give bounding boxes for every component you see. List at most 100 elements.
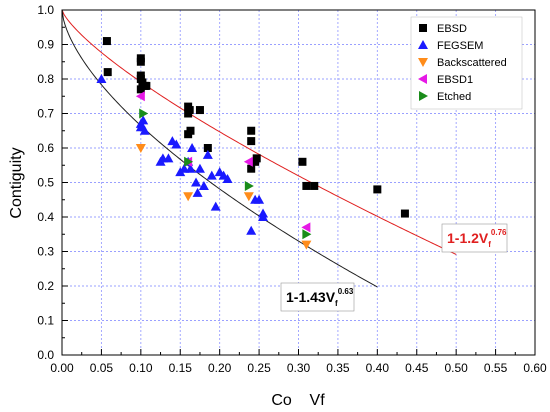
ebsd-point — [142, 81, 151, 90]
etched-point — [302, 229, 312, 240]
tick-labels: 0.00 0.05 0.10 0.15 0.20 0.25 0.30 0.35 0.40 0.45… — [37, 3, 547, 375]
etched-point — [139, 108, 149, 119]
fegsem-point — [163, 153, 174, 163]
ebsd-point — [310, 181, 319, 190]
x-tick-label: 0.00 — [50, 361, 74, 375]
backscattered-point — [243, 192, 254, 202]
fegsem-point — [138, 115, 149, 125]
y-tick-label: 0.3 — [37, 245, 54, 259]
legend-label-ebsd: EBSD — [437, 23, 467, 35]
backscattered-point — [301, 240, 312, 250]
fegsem-point — [192, 187, 203, 197]
x-axis-title: Co Vf — [271, 392, 325, 409]
x-tick-label: 0.20 — [208, 361, 232, 375]
fit-curve-labels: 1-1.2Vf0.761-1.43Vf0.63 — [280, 223, 508, 312]
y-tick-label: 0.0 — [37, 348, 54, 362]
ebsd-point — [195, 106, 204, 115]
x-tick-label: 0.50 — [444, 361, 468, 375]
y-tick-label: 0.5 — [37, 176, 54, 190]
legend-marker-ebsd — [419, 24, 427, 32]
backscattered-point — [135, 144, 146, 153]
fit-label-box — [441, 223, 508, 253]
x-tick-label: 0.25 — [247, 361, 271, 375]
legend-marker-backscattered — [418, 58, 428, 67]
ebsd-point — [136, 57, 145, 66]
fit-label-superscript: 0.76 — [491, 228, 507, 237]
fegsem-point — [198, 180, 209, 190]
ebsd-point — [102, 37, 111, 46]
fit-label: 1-1.2Vf0.76 — [447, 228, 507, 249]
y-tick-label: 1.0 — [37, 3, 54, 17]
y-tick-label: 0.7 — [37, 107, 54, 121]
fit-label-subscript: f — [488, 240, 491, 249]
y-tick-label: 0.2 — [37, 279, 54, 293]
fit-label-main: 1-1.2V — [447, 230, 489, 246]
data-points — [96, 37, 409, 250]
x-tick-label: 0.35 — [326, 361, 350, 375]
x-tick-label: 0.15 — [169, 361, 193, 375]
x-tick-label: 0.40 — [366, 361, 390, 375]
legend-label-backscattered: Backscattered — [437, 57, 507, 69]
ebsd-point — [400, 209, 409, 218]
x-tick-label: 0.10 — [129, 361, 153, 375]
y-tick-label: 0.1 — [37, 314, 54, 328]
fegsem-point — [222, 174, 233, 184]
fegsem-point — [185, 163, 196, 173]
fit-label-box — [280, 282, 355, 312]
legend-label-ebsd1: EBSD1 — [437, 74, 473, 86]
ebsd-point — [103, 68, 112, 77]
ebsd-point — [298, 157, 307, 166]
ebsd1-point — [301, 222, 311, 233]
legend-marker-ebsd1 — [418, 74, 427, 84]
fegsem-point — [191, 177, 202, 187]
fegsem-point — [210, 201, 221, 211]
legend: EBSD FEGSEM Backscattered EBSD1 Etched — [410, 16, 523, 110]
fit-label: 1-1.43Vf0.63 — [286, 287, 354, 308]
fit-label-main: 1-1.43V — [286, 289, 336, 305]
ebsd-point — [203, 144, 212, 152]
fit-curve — [62, 10, 378, 288]
etched-point — [244, 180, 254, 191]
ebsd-point — [247, 126, 256, 135]
fegsem-point — [171, 139, 182, 149]
ebsd-point — [247, 137, 256, 146]
fegsem-point — [96, 74, 107, 83]
fegsem-point — [254, 194, 265, 204]
legend-label-etched: Etched — [437, 91, 471, 103]
fit-label-subscript: f — [335, 299, 338, 308]
fegsem-point — [206, 170, 217, 180]
grid-lines — [62, 10, 535, 355]
backscattered-point — [183, 192, 194, 202]
fegsem-point — [258, 212, 269, 221]
y-tick-label: 0.6 — [37, 141, 54, 155]
ebsd1-point — [243, 156, 253, 167]
ebsd-point — [373, 185, 382, 194]
y-tick-label: 0.9 — [37, 38, 54, 52]
fegsem-point — [187, 143, 198, 152]
legend-marker-etched — [419, 91, 428, 101]
x-tick-label: 0.30 — [287, 361, 311, 375]
fegsem-point — [246, 225, 257, 235]
axis-ticks — [61, 9, 536, 356]
legend-label-fegsem: FEGSEM — [437, 40, 483, 52]
ebsd-point — [185, 106, 194, 115]
fegsem-point — [194, 163, 205, 173]
ebsd-point — [247, 164, 256, 173]
ebsd-point — [184, 130, 193, 139]
fegsem-point — [179, 163, 190, 173]
legend-box — [410, 16, 523, 110]
x-tick-label: 0.55 — [484, 361, 508, 375]
ebsd1-point — [135, 91, 145, 102]
fegsem-point — [202, 149, 213, 159]
fit-label-superscript: 0.63 — [338, 287, 354, 296]
x-tick-label: 0.05 — [90, 361, 114, 375]
ebsd-point — [252, 154, 261, 163]
x-tick-label: 0.45 — [405, 361, 429, 375]
legend-marker-fegsem — [418, 40, 428, 49]
y-axis-title: Contiguity — [8, 147, 25, 218]
y-tick-label: 0.4 — [37, 210, 54, 224]
etched-point — [184, 156, 194, 167]
y-tick-label: 0.8 — [37, 72, 54, 86]
fegsem-point — [139, 125, 150, 135]
